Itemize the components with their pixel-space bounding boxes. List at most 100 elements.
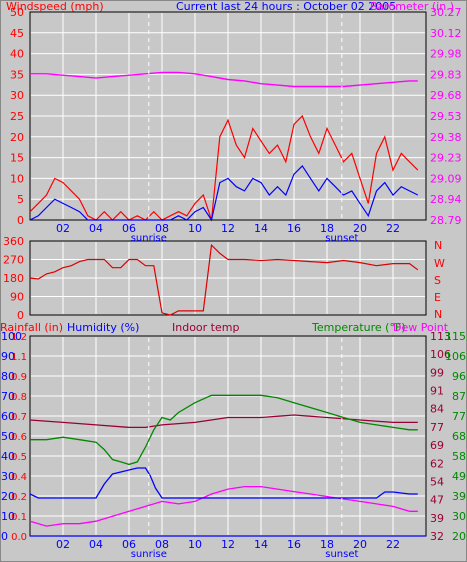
- windspeed-tick-label: 5: [17, 193, 24, 206]
- compass-s: S: [434, 274, 441, 287]
- x-tick-label: 08: [155, 222, 169, 235]
- humidity-tick-label: 60: [1, 410, 15, 423]
- rainfall-tick-label: 0.7: [11, 412, 27, 423]
- windspeed-header: Windspeed (mph): [6, 0, 104, 13]
- barometer-tick-label: 29.09: [430, 172, 462, 185]
- temp-tick-label: 69: [430, 439, 444, 452]
- temp-tick-label: 77: [430, 421, 444, 434]
- temp-tick-label: 113: [430, 330, 451, 343]
- rainfall-tick-label: 0.9: [11, 372, 27, 383]
- windspeed-tick-label: 35: [10, 68, 24, 81]
- temp-tick-label: 32: [430, 530, 444, 543]
- humidity-header: Humidity (%): [67, 321, 139, 334]
- windspeed-tick-label: 30: [10, 89, 24, 102]
- x-annotation-sunrise: sunrise: [131, 549, 167, 560]
- x-tick-label: 02: [56, 222, 70, 235]
- rainfall-tick-label: 0.2: [11, 492, 27, 503]
- rainfall-tick-label: 1.1: [11, 352, 27, 363]
- indoor-temp-line: [29, 414, 418, 429]
- temp-tick-label: 47: [430, 494, 444, 507]
- windspeed-tick-label: 25: [10, 110, 24, 123]
- x-tick-label: 04: [89, 538, 103, 551]
- compass-e: E: [434, 291, 441, 304]
- indoor-temp-header: Indoor temp: [172, 321, 239, 334]
- x-tick-label: 22: [386, 222, 400, 235]
- rainfall-tick-label: 0.0: [11, 532, 27, 543]
- barometer-tick-label: 30.12: [430, 27, 462, 40]
- x-tick-label: 04: [89, 222, 103, 235]
- windspeed-tick-label: 10: [10, 172, 24, 185]
- rainfall-tick-label: 1.2: [11, 332, 27, 343]
- temp-tick-label-2: 58: [452, 450, 466, 463]
- humidity-tick-label: 20: [1, 490, 15, 503]
- rainfall-tick-label: 0.1: [11, 512, 27, 523]
- barometer-tick-label: 28.94: [430, 193, 462, 206]
- x-tick-label: 18: [320, 538, 334, 551]
- temp-tick-label-2: 20: [452, 530, 466, 543]
- rainfall-tick-label: 0.5: [11, 452, 27, 463]
- wind-direction-line: [29, 243, 419, 316]
- x-annotation-sunset: sunset: [325, 549, 358, 560]
- chart-marks: 5045403530252015105030.2730.1229.9829.83…: [1, 6, 466, 560]
- windspeed-tick-label: 45: [10, 27, 24, 40]
- humidity-tick-label: 0: [1, 530, 8, 543]
- barometer-tick-label: 30.27: [430, 6, 462, 19]
- humidity-tick-label: 30: [1, 470, 15, 483]
- windspeed-line: [29, 114, 419, 221]
- temp-tick-label: 54: [430, 475, 444, 488]
- rainfall-tick-label: 0.8: [11, 392, 27, 403]
- rainfall-tick-label: 0.6: [11, 432, 27, 443]
- x-tick-label: 10: [188, 222, 202, 235]
- temp-tick-label: 39: [430, 512, 444, 525]
- barometer-tick-label: 29.23: [430, 152, 462, 165]
- temp-tick-label: 106: [430, 348, 451, 361]
- direction-tick-label: 0: [17, 309, 24, 322]
- humidity-tick-label: 10: [1, 510, 15, 523]
- x-tick-label: 22: [386, 538, 400, 551]
- humidity-tick-label: 70: [1, 390, 15, 403]
- x-tick-label: 20: [353, 538, 367, 551]
- x-tick-label: 08: [155, 538, 169, 551]
- x-tick-label: 10: [188, 538, 202, 551]
- barometer-header: Barometer (in.): [370, 0, 454, 13]
- humidity-line: [29, 467, 418, 499]
- humidity-tick-label: 50: [1, 430, 15, 443]
- temp-tick-label-2: 30: [452, 510, 466, 523]
- dewpoint-line: [29, 485, 418, 527]
- barometer-tick-label: 29.53: [430, 110, 462, 123]
- x-tick-label: 18: [320, 222, 334, 235]
- temp-tick-label-2: 68: [452, 430, 466, 443]
- barometer-tick-label: 29.98: [430, 48, 462, 61]
- x-tick-label: 14: [254, 538, 268, 551]
- x-annotation-sunset: sunset: [325, 233, 358, 244]
- direction-tick-label: 90: [10, 291, 24, 304]
- dewpoint-header: Dew Point: [393, 321, 449, 334]
- x-tick-label: 16: [287, 538, 301, 551]
- temp-tick-label-2: 106: [445, 350, 466, 363]
- temp-tick-label-2: 77: [452, 410, 466, 423]
- temperature-line: [30, 394, 418, 466]
- x-tick-label: 20: [353, 222, 367, 235]
- humidity-tick-label: 80: [1, 370, 15, 383]
- temp-tick-label-2: 96: [452, 370, 466, 383]
- windspeed-tick-label: 50: [10, 6, 24, 19]
- windspeed-tick-label: 40: [10, 48, 24, 61]
- humidity-tick-label: 100: [1, 330, 22, 343]
- temp-tick-label-2: 49: [452, 470, 466, 483]
- windspeed-tick-label: 15: [10, 152, 24, 165]
- temp-tick-label: 62: [430, 457, 444, 470]
- barometer-line: [30, 71, 418, 88]
- x-tick-label: 14: [254, 222, 268, 235]
- temp-tick-label: 99: [430, 366, 444, 379]
- direction-tick-label: 180: [3, 272, 24, 285]
- x-tick-label: 12: [221, 538, 235, 551]
- panel1-frame: [29, 11, 427, 221]
- temp-tick-label: 84: [430, 403, 444, 416]
- temp-tick-label-2: 115: [445, 330, 466, 343]
- page-title: Current last 24 hours : October 02 2005: [176, 0, 396, 13]
- temp-tick-label-2: 87: [452, 390, 466, 403]
- barometer-tick-label: 29.38: [430, 131, 462, 144]
- direction-tick-label: 360: [3, 235, 24, 248]
- rainfall-tick-label: 0.4: [11, 472, 27, 483]
- direction-tick-label: 270: [3, 254, 24, 267]
